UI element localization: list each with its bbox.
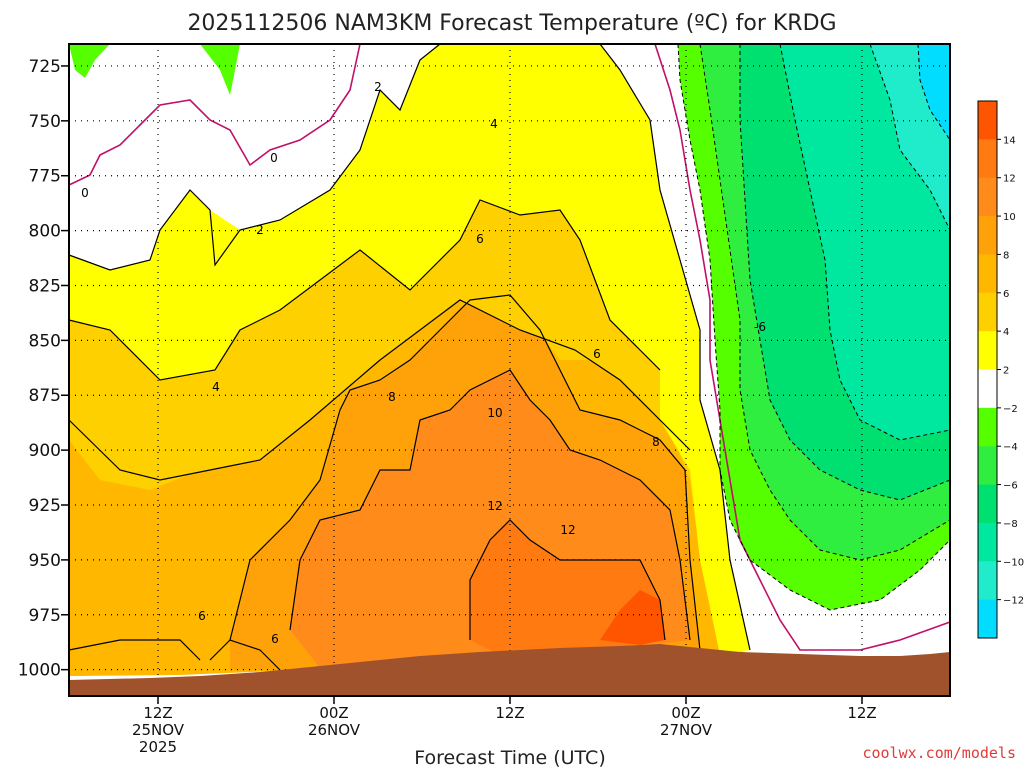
x-axis-label: Forecast Time (UTC)	[414, 747, 605, 768]
colorbar-segment	[978, 216, 997, 255]
contour-label: 10	[487, 406, 502, 420]
y-tick-label: 775	[29, 167, 61, 187]
colorbar-segment	[978, 407, 997, 447]
contour-label: 4	[212, 380, 220, 394]
y-tick-label: 800	[29, 222, 61, 242]
grid	[69, 44, 950, 696]
contour-label: 2	[256, 223, 264, 237]
contour-label: 6	[476, 232, 484, 246]
x-tick-label: 12Z	[847, 704, 876, 722]
y-tick-label: 900	[29, 441, 61, 461]
y-tick-label: 825	[29, 276, 61, 296]
colorbar-segment	[978, 599, 997, 639]
x-tick-label: 26NOV	[308, 721, 361, 739]
colorbar-label: 10	[1003, 212, 1016, 223]
colorbar-label: 4	[1003, 327, 1009, 338]
freezing-line	[68, 43, 951, 651]
band-neg2-topleft-a	[69, 44, 110, 78]
y-tick-label: 975	[29, 606, 61, 626]
colorbar-segment	[978, 331, 997, 370]
band-4-6-mid	[69, 200, 660, 480]
y-tick-label: 750	[29, 112, 61, 132]
band-14-plus	[600, 590, 665, 645]
contour-label: 6	[198, 609, 206, 623]
colorbar-label: −12	[1003, 596, 1024, 607]
y-axis: 725 750 775 800 825 850 875 900 925 950 975 1000	[18, 57, 69, 681]
colorbar-label: 14	[1003, 135, 1016, 146]
colorbar-label: 8	[1003, 250, 1009, 261]
y-tick-label: 925	[29, 496, 61, 516]
x-tick-label: 00Z	[319, 704, 348, 722]
contour-label: 12	[487, 499, 502, 513]
contour-label: 12	[560, 523, 575, 537]
x-tick-label: 12Z	[143, 704, 172, 722]
contour-label: 0	[81, 186, 89, 200]
colorbar-label: 6	[1003, 289, 1009, 300]
y-tick-label: 1000	[18, 661, 61, 681]
x-tick-label: 25NOV	[132, 721, 185, 739]
colorbar-segment	[978, 561, 997, 601]
contour-label-group: 0 0 2 2 4 4 6 6 6 6 8 8 10 12 12 -6	[81, 80, 766, 646]
contour-label: 4	[490, 117, 498, 131]
colorbar-segment	[978, 522, 997, 562]
band-neg12-below	[918, 44, 950, 140]
y-tick-label: 950	[29, 551, 61, 571]
colorbar-label: −4	[1003, 442, 1018, 453]
band-2-4	[69, 44, 750, 655]
colorbar-segment	[978, 177, 997, 217]
contour-label: 8	[652, 435, 660, 449]
terrain	[69, 644, 950, 696]
y-tick-label: 850	[29, 331, 61, 351]
colorbar-segment	[978, 139, 997, 179]
plot-area	[68, 43, 951, 697]
y-tick-label: 725	[29, 57, 61, 77]
contour-label: 8	[388, 390, 396, 404]
colorbar-segment	[978, 446, 997, 486]
colorbar-label: −2	[1003, 404, 1018, 415]
chart-title: 2025112506 NAM3KM Forecast Temperature (…	[187, 11, 836, 36]
contour-label: 6	[271, 632, 279, 646]
contour-lines	[68, 43, 751, 671]
colorbar-segment	[978, 369, 997, 409]
y-tick-label: 875	[29, 386, 61, 406]
colorbar-segment	[978, 292, 997, 332]
x-tick-label: 00Z	[671, 704, 700, 722]
x-tick-label: 27NOV	[660, 721, 713, 739]
x-tick-label: 2025	[139, 738, 177, 756]
colorbar-segment	[978, 254, 997, 294]
contour-label: 6	[593, 347, 601, 361]
colorbar-label: −6	[1003, 481, 1018, 492]
contour-label: 0	[270, 151, 278, 165]
x-tick-label: 12Z	[495, 704, 524, 722]
band-neg2-topleft-b	[200, 44, 240, 95]
colorbar-label: −10	[1003, 557, 1024, 568]
colorbar-label: 2	[1003, 366, 1009, 377]
contour-label: 2	[374, 80, 382, 94]
cold-contours	[677, 43, 951, 611]
colorbar-label: −8	[1003, 519, 1018, 530]
credit-text: coolwx.com/models	[862, 744, 1016, 762]
contour-label: -6	[754, 320, 766, 334]
colorbar-segment	[978, 484, 997, 524]
colorbar-segment	[978, 101, 997, 140]
colorbar: 14 12 10 8 6 4 2 −2 −4 −6 −8 −10 −12	[977, 100, 1024, 639]
colorbar-label: 12	[1003, 174, 1016, 185]
